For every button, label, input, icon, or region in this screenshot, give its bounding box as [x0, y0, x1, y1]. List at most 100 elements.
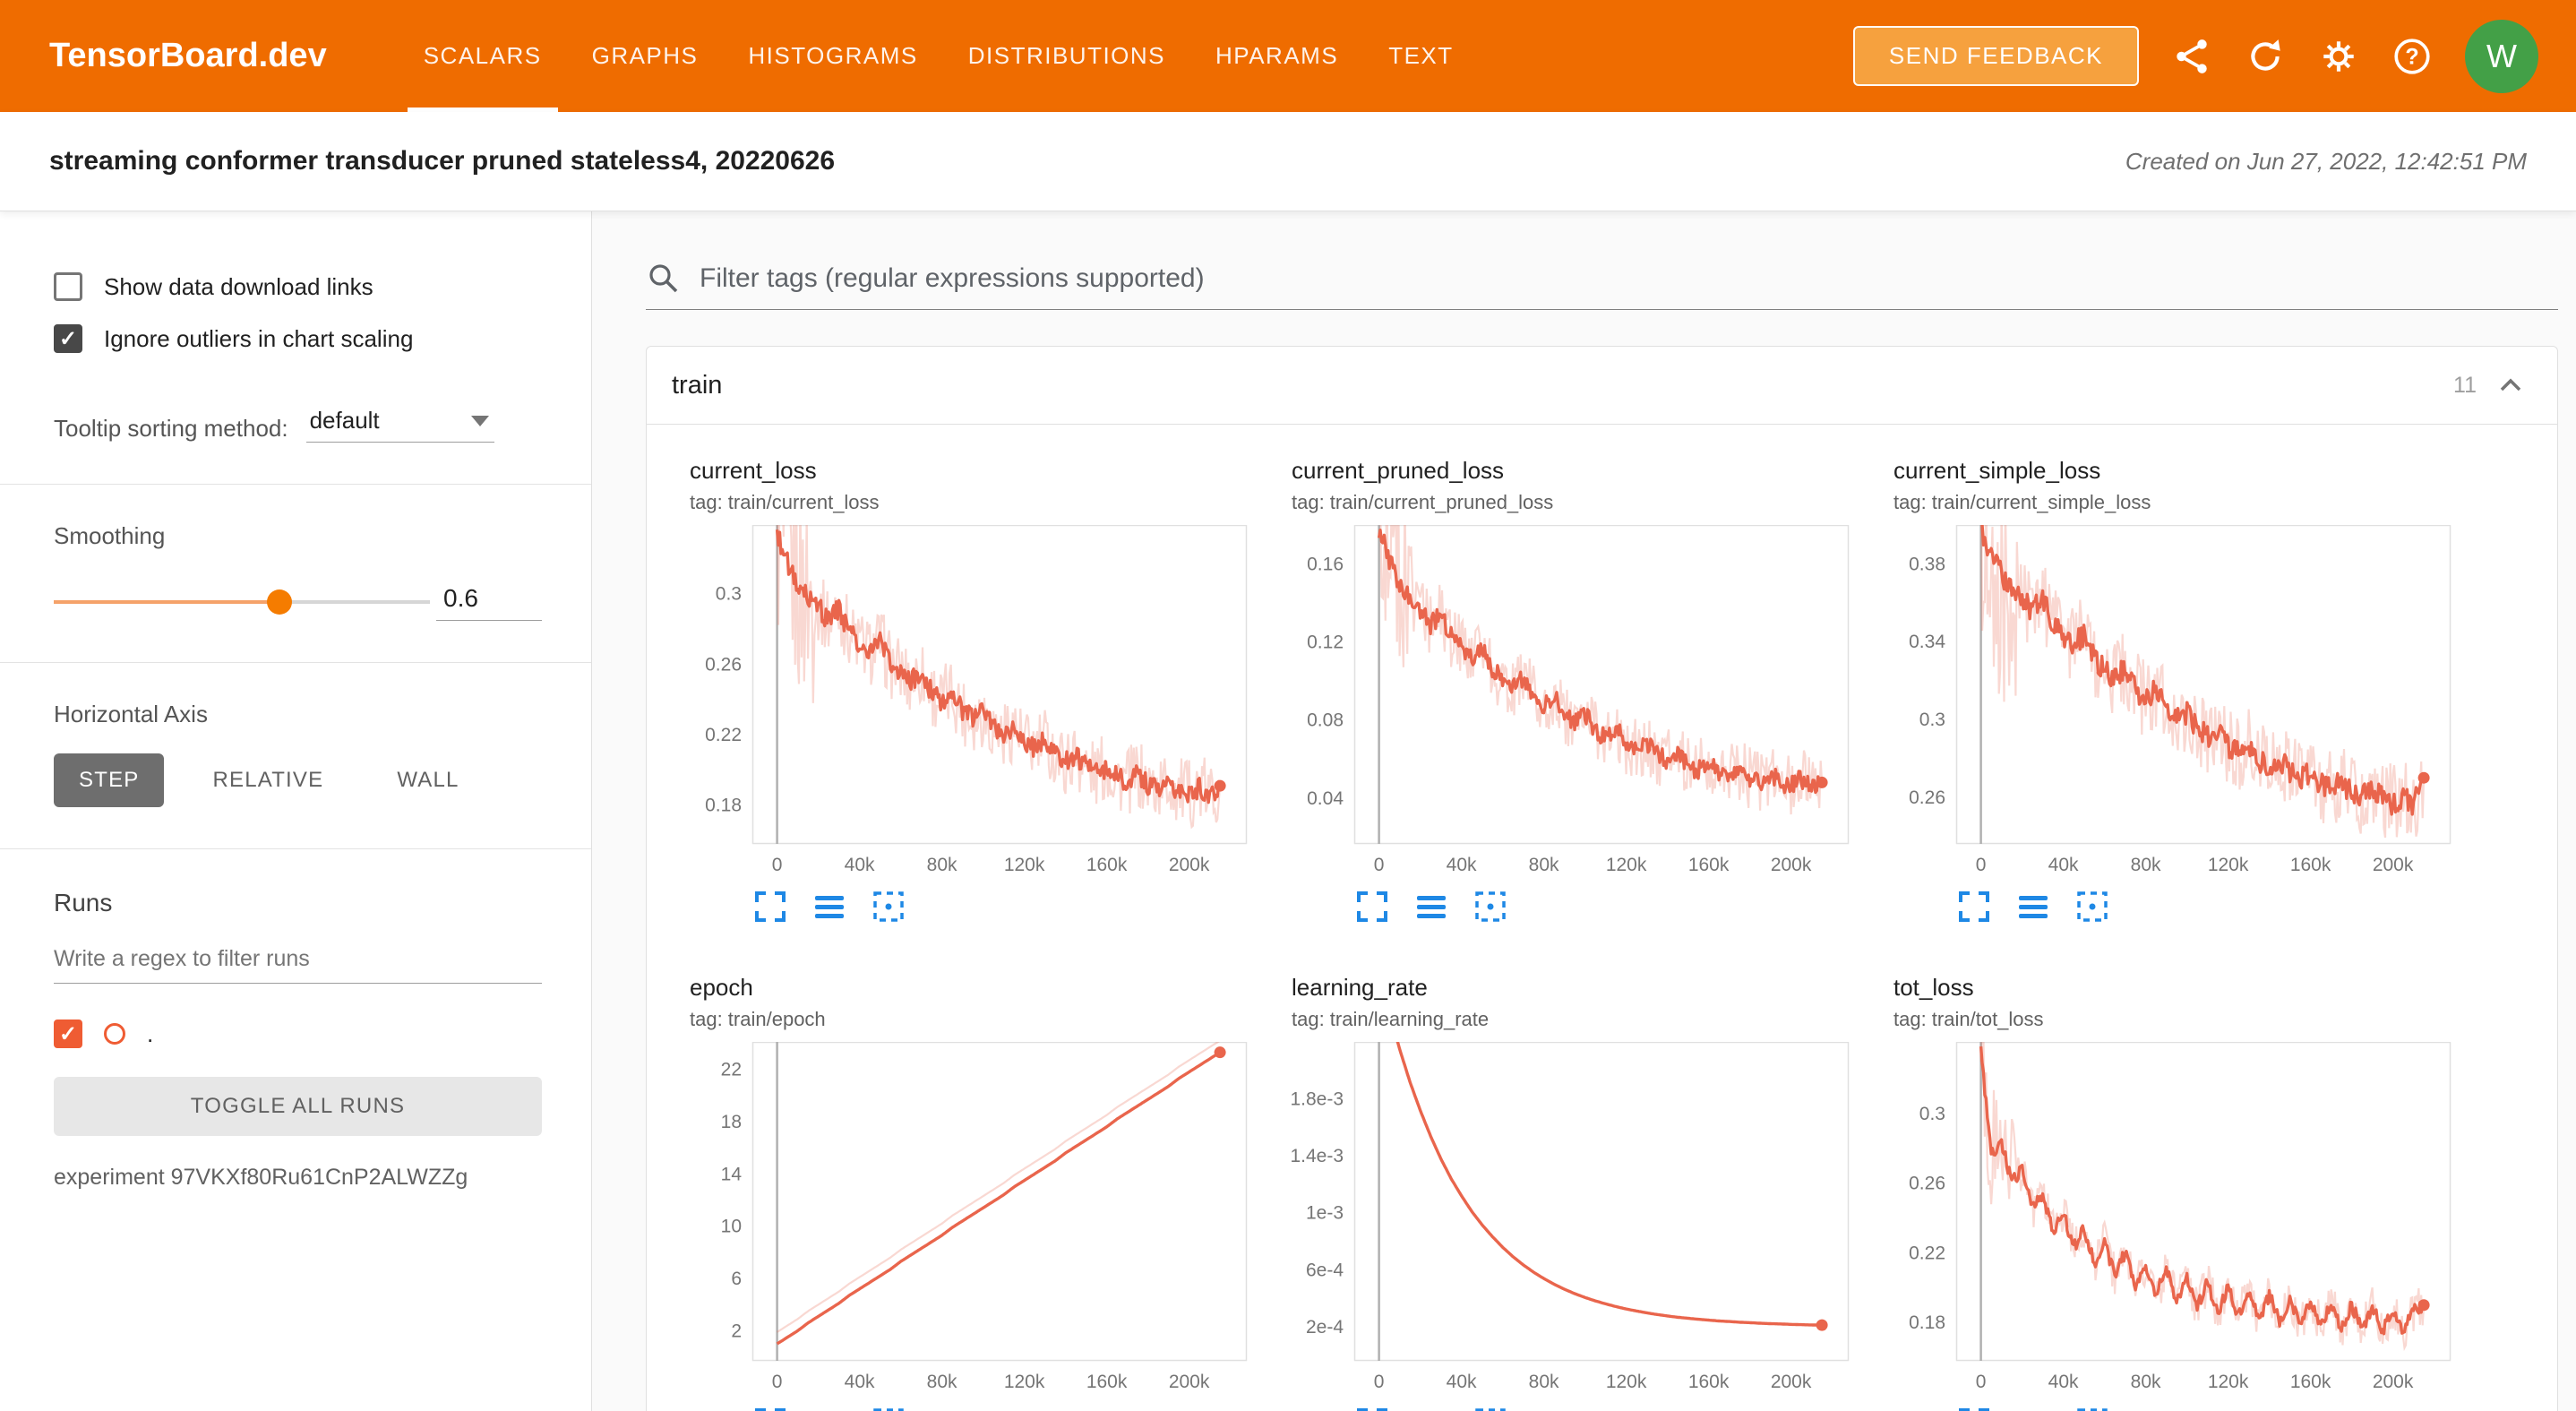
y-tick-label: 0.04: [1307, 788, 1344, 809]
app-logo[interactable]: TensorBoard.dev: [49, 37, 327, 74]
x-tick-label: 0: [1374, 855, 1385, 875]
chart-title: current_loss: [690, 457, 817, 484]
x-tick-label: 200k: [1771, 855, 1812, 875]
y-tick-label: 0.08: [1307, 710, 1344, 731]
help-icon[interactable]: ?: [2391, 36, 2433, 77]
chart-plot[interactable]: 2e-4 6e-4 1e-3 1.4e-3 1.8e-3 0 40k 80k 120k 160k 2…: [1292, 1042, 1852, 1397]
slider-thumb[interactable]: [267, 589, 292, 615]
fit-domain-icon[interactable]: [1473, 889, 1508, 925]
view-options-icon[interactable]: [811, 889, 847, 925]
x-tick-label: 80k: [2131, 855, 2161, 875]
x-tick-label: 120k: [1606, 855, 1647, 875]
chart-plot[interactable]: 0.04 0.08 0.12 0.16 0 40k 80k 120k 160k 200k: [1292, 525, 1852, 880]
chart-card-current_simple_loss: current_simple_loss tag: train/current_si…: [1893, 457, 2451, 925]
tab-scalars[interactable]: SCALARS: [399, 0, 567, 112]
tab-distributions[interactable]: DISTRIBUTIONS: [943, 0, 1190, 112]
axis-wall-button[interactable]: WALL: [397, 768, 459, 792]
expand-chart-icon[interactable]: [1354, 889, 1390, 925]
created-timestamp: Created on Jun 27, 2022, 12:42:51 PM: [2125, 147, 2527, 175]
settings-gear-icon[interactable]: [2318, 36, 2359, 77]
chart-tag: tag: train/tot_loss: [1893, 1008, 2044, 1030]
main-panel: train 11 current_loss tag: train/current_…: [592, 211, 2576, 1411]
tab-histograms[interactable]: HISTOGRAMS: [723, 0, 942, 112]
tag-filter-input[interactable]: [698, 262, 2558, 295]
expand-chart-icon[interactable]: [752, 1406, 788, 1411]
x-tick-label: 120k: [1606, 1372, 1647, 1392]
expand-chart-icon[interactable]: [1956, 889, 1992, 925]
y-tick-label: 0.34: [1909, 632, 1945, 652]
fit-domain-icon[interactable]: [871, 889, 906, 925]
chart-tag: tag: train/epoch: [690, 1008, 826, 1030]
x-tick-label: 200k: [2373, 855, 2414, 875]
chart-tag: tag: train/current_pruned_loss: [1292, 491, 1554, 513]
smoothing-slider-row: 0.6: [54, 582, 542, 621]
run-row: .: [54, 1020, 542, 1048]
chart-actions: [690, 1406, 1247, 1411]
tab-label: DISTRIBUTIONS: [967, 42, 1166, 69]
tag-group-header[interactable]: train 11: [647, 347, 2557, 425]
chart-plot[interactable]: 0.26 0.3 0.34 0.38 0 40k 80k 120k 160k 200k: [1893, 525, 2454, 880]
chart-plot[interactable]: 0.18 0.22 0.26 0.3 0 40k 80k 120k 160k 200k: [1893, 1042, 2454, 1397]
x-tick-label: 120k: [2208, 1372, 2249, 1392]
sidebar-divider: [0, 848, 591, 849]
fit-domain-icon[interactable]: [2074, 1406, 2110, 1411]
run-name: .: [147, 1020, 154, 1047]
y-tick-label: 1.8e-3: [1292, 1089, 1344, 1110]
tooltip-sorting-row: Tooltip sorting method: default: [54, 405, 542, 443]
x-tick-label: 160k: [2290, 1372, 2331, 1392]
y-tick-label: 0.18: [1909, 1312, 1945, 1333]
y-tick-label: 22: [721, 1060, 742, 1080]
tab-text[interactable]: TEXT: [1363, 0, 1478, 112]
expand-chart-icon[interactable]: [1354, 1406, 1390, 1411]
fit-domain-icon[interactable]: [1473, 1406, 1508, 1411]
chart-plot[interactable]: 0.18 0.22 0.26 0.3 0 40k 80k 120k 160k 200k: [690, 525, 1250, 880]
x-tick-label: 40k: [2048, 1372, 2079, 1392]
run-color-swatch-icon[interactable]: [104, 1023, 125, 1045]
smoothing-slider[interactable]: [54, 589, 430, 615]
x-tick-label: 160k: [2290, 855, 2331, 875]
tooltip-sorting-select[interactable]: default: [305, 405, 494, 443]
chart-title: tot_loss: [1893, 974, 1974, 1001]
show-download-links-row: Show data download links: [54, 272, 542, 301]
axis-relative-button[interactable]: RELATIVE: [212, 768, 324, 792]
tab-hparams[interactable]: HPARAMS: [1190, 0, 1363, 112]
fit-domain-icon[interactable]: [2074, 889, 2110, 925]
fit-domain-icon[interactable]: [871, 1406, 906, 1411]
x-tick-label: 80k: [1529, 1372, 1559, 1392]
y-tick-label: 0.18: [705, 796, 742, 816]
x-tick-label: 40k: [845, 855, 875, 875]
toggle-all-runs-button[interactable]: TOGGLE ALL RUNS: [54, 1077, 542, 1136]
run-checkbox[interactable]: [54, 1020, 82, 1048]
tab-graphs[interactable]: GRAPHS: [567, 0, 724, 112]
run-regex-input[interactable]: [54, 946, 542, 984]
chart-plot[interactable]: 2 6 10 14 18 22 0 40k 80k 120k 160k 200k: [690, 1042, 1250, 1397]
view-options-icon[interactable]: [2015, 889, 2051, 925]
chart-card-epoch: epoch tag: train/epoch 2 6 10 14 18 22 0 40k 80k 12…: [690, 974, 1250, 1411]
content: Show data download links Ignore outliers…: [0, 211, 2576, 1411]
expand-chart-icon[interactable]: [752, 889, 788, 925]
axis-step-button[interactable]: STEP: [54, 753, 165, 807]
chart-actions: [690, 889, 1247, 925]
view-options-icon[interactable]: [1413, 1406, 1449, 1411]
topbar-actions: SEND FEEDBACK ? W: [1852, 19, 2538, 93]
view-options-icon[interactable]: [1413, 889, 1449, 925]
view-options-icon[interactable]: [2015, 1406, 2051, 1411]
smoothing-value[interactable]: 0.6: [436, 582, 542, 621]
show-download-links-checkbox[interactable]: [54, 272, 82, 301]
share-icon[interactable]: [2171, 36, 2212, 77]
x-tick-label: 80k: [927, 855, 957, 875]
tab-label: SCALARS: [423, 42, 542, 69]
x-tick-label: 0: [772, 855, 783, 875]
slider-fill: [54, 599, 279, 604]
expand-chart-icon[interactable]: [1956, 1406, 1992, 1411]
y-tick-label: 0.22: [1909, 1243, 1945, 1263]
collapse-chevron-icon[interactable]: [2494, 372, 2527, 399]
send-feedback-button[interactable]: SEND FEEDBACK: [1852, 26, 2139, 86]
user-avatar[interactable]: W: [2465, 19, 2538, 93]
ignore-outliers-checkbox[interactable]: [54, 324, 82, 353]
x-tick-label: 40k: [1447, 1372, 1477, 1392]
tag-group-title: train: [672, 370, 723, 400]
tooltip-sorting-label: Tooltip sorting method:: [54, 415, 288, 442]
view-options-icon[interactable]: [811, 1406, 847, 1411]
refresh-icon[interactable]: [2245, 36, 2286, 77]
